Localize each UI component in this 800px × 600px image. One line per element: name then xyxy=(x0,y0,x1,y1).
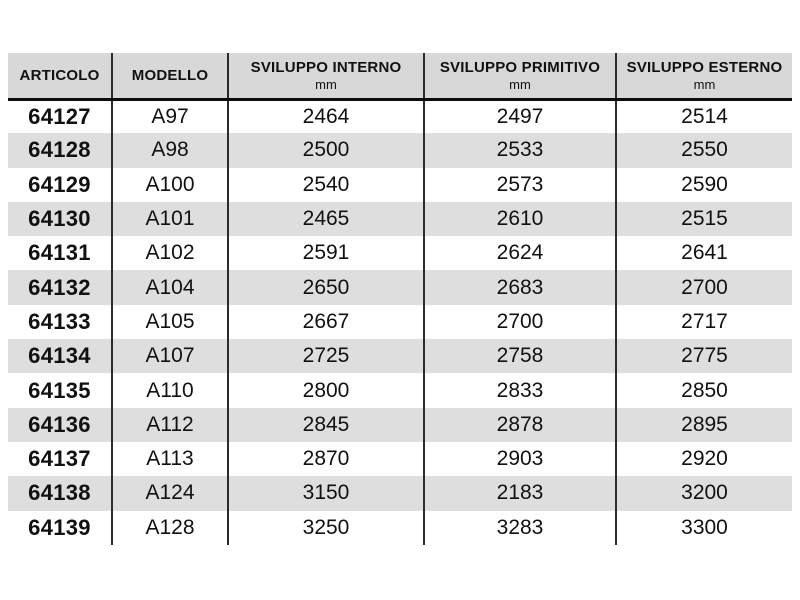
sviluppo-interno-cell: 2540 xyxy=(227,167,424,202)
modello-cell: A101 xyxy=(111,201,228,237)
table-row: 64137 A113 2870 2903 2920 xyxy=(8,441,792,477)
sviluppo-interno-cell: 2591 xyxy=(227,236,424,271)
modello-cell: A102 xyxy=(111,236,228,271)
sviluppo-primitivo-cell: 2624 xyxy=(423,236,616,271)
articolo-cell: 64138 xyxy=(28,480,91,506)
column-label: MODELLO xyxy=(131,66,209,84)
sviluppo-esterno-cell: 3300 xyxy=(615,510,792,545)
sviluppo-primitivo-cell: 2833 xyxy=(423,373,616,408)
sviluppo-esterno-cell: 2775 xyxy=(615,339,792,374)
sviluppo-esterno-cell: 2850 xyxy=(615,373,792,408)
sviluppo-interno-cell: 3150 xyxy=(227,476,424,511)
modello-cell: A98 xyxy=(111,133,228,168)
table-row: 64133 A105 2667 2700 2717 xyxy=(8,304,792,340)
sviluppo-primitivo-cell: 2878 xyxy=(423,407,616,442)
sviluppo-primitivo-cell: 2903 xyxy=(423,441,616,477)
column-unit: mm xyxy=(315,76,337,92)
table-header: ARTICOLO MODELLO SVILUPPO INTERNO mm SVI… xyxy=(8,53,792,101)
sviluppo-esterno-cell: 2641 xyxy=(615,236,792,271)
articolo-cell: 64137 xyxy=(28,446,91,472)
modello-cell: A110 xyxy=(111,373,228,408)
column-header-sviluppo-interno: SVILUPPO INTERNO mm xyxy=(227,53,424,101)
table-row: 64128 A98 2500 2533 2550 xyxy=(8,133,792,168)
articolo-cell: 64131 xyxy=(28,240,91,266)
column-header-sviluppo-esterno: SVILUPPO ESTERNO mm xyxy=(615,53,792,101)
articolo-cell: 64128 xyxy=(28,137,91,163)
data-table: ARTICOLO MODELLO SVILUPPO INTERNO mm SVI… xyxy=(8,53,792,545)
sviluppo-esterno-cell: 2550 xyxy=(615,133,792,168)
sviluppo-primitivo-cell: 2533 xyxy=(423,133,616,168)
modello-cell: A100 xyxy=(111,167,228,202)
sviluppo-esterno-cell: 2514 xyxy=(615,99,792,134)
modello-cell: A112 xyxy=(111,407,228,442)
table-row: 64135 A110 2800 2833 2850 xyxy=(8,373,792,408)
column-header-modello: MODELLO xyxy=(111,53,228,101)
sviluppo-primitivo-cell: 2610 xyxy=(423,201,616,237)
articolo-cell: 64134 xyxy=(28,343,91,369)
sviluppo-esterno-cell: 2895 xyxy=(615,407,792,442)
sviluppo-primitivo-cell: 2497 xyxy=(423,99,616,134)
table-row: 64139 A128 3250 3283 3300 xyxy=(8,510,792,545)
table-row: 64131 A102 2591 2624 2641 xyxy=(8,236,792,271)
sviluppo-interno-cell: 3250 xyxy=(227,510,424,545)
table-row: 64134 A107 2725 2758 2775 xyxy=(8,339,792,374)
articolo-cell: 64127 xyxy=(28,103,91,129)
articolo-cell: 64129 xyxy=(28,171,91,197)
sviluppo-esterno-cell: 3200 xyxy=(615,476,792,511)
sviluppo-esterno-cell: 2590 xyxy=(615,167,792,202)
articolo-cell: 64130 xyxy=(28,206,91,232)
table-row: 64132 A104 2650 2683 2700 xyxy=(8,270,792,305)
modello-cell: A124 xyxy=(111,476,228,511)
articolo-cell: 64136 xyxy=(28,411,91,437)
sviluppo-primitivo-cell: 3283 xyxy=(423,510,616,545)
column-label: SVILUPPO PRIMITIVO xyxy=(439,58,601,76)
column-label: SVILUPPO ESTERNO xyxy=(626,58,783,76)
sviluppo-interno-cell: 2667 xyxy=(227,304,424,340)
column-unit: mm xyxy=(693,76,716,92)
modello-cell: A97 xyxy=(111,99,228,134)
sviluppo-primitivo-cell: 2183 xyxy=(423,476,616,511)
sviluppo-esterno-cell: 2717 xyxy=(615,304,792,340)
column-header-sviluppo-primitivo: SVILUPPO PRIMITIVO mm xyxy=(423,53,616,101)
sviluppo-interno-cell: 2500 xyxy=(227,133,424,168)
sviluppo-esterno-cell: 2920 xyxy=(615,441,792,477)
modello-cell: A104 xyxy=(111,270,228,305)
sviluppo-esterno-cell: 2515 xyxy=(615,201,792,237)
table-row: 64129 A100 2540 2573 2590 xyxy=(8,167,792,202)
sviluppo-primitivo-cell: 2758 xyxy=(423,339,616,374)
articolo-cell: 64133 xyxy=(28,308,91,334)
table-row: 64130 A101 2465 2610 2515 xyxy=(8,201,792,237)
sviluppo-interno-cell: 2465 xyxy=(227,201,424,237)
modello-cell: A105 xyxy=(111,304,228,340)
table-row: 64127 A97 2464 2497 2514 xyxy=(8,99,792,134)
column-header-articolo: ARTICOLO xyxy=(8,53,112,101)
sviluppo-esterno-cell: 2700 xyxy=(615,270,792,305)
sviluppo-interno-cell: 2870 xyxy=(227,441,424,477)
articolo-cell: 64132 xyxy=(28,274,91,300)
modello-cell: A113 xyxy=(111,441,228,477)
table-body: 64127 A97 2464 2497 2514 64128 A98 2500 2533 2550… xyxy=(8,99,792,545)
sviluppo-interno-cell: 2464 xyxy=(227,99,424,134)
column-label: SVILUPPO INTERNO xyxy=(250,58,402,76)
table-row: 64136 A112 2845 2878 2895 xyxy=(8,407,792,442)
sviluppo-interno-cell: 2800 xyxy=(227,373,424,408)
sviluppo-interno-cell: 2650 xyxy=(227,270,424,305)
sviluppo-primitivo-cell: 2573 xyxy=(423,167,616,202)
sviluppo-interno-cell: 2845 xyxy=(227,407,424,442)
articolo-cell: 64139 xyxy=(28,514,91,540)
sviluppo-primitivo-cell: 2700 xyxy=(423,304,616,340)
table-row: 64138 A124 3150 2183 3200 xyxy=(8,476,792,511)
header-row: ARTICOLO MODELLO SVILUPPO INTERNO mm SVI… xyxy=(8,53,792,101)
sviluppo-primitivo-cell: 2683 xyxy=(423,270,616,305)
sviluppo-interno-cell: 2725 xyxy=(227,339,424,374)
modello-cell: A128 xyxy=(111,510,228,545)
column-label: ARTICOLO xyxy=(19,66,100,84)
modello-cell: A107 xyxy=(111,339,228,374)
articolo-cell: 64135 xyxy=(28,377,91,403)
column-unit: mm xyxy=(509,76,531,92)
